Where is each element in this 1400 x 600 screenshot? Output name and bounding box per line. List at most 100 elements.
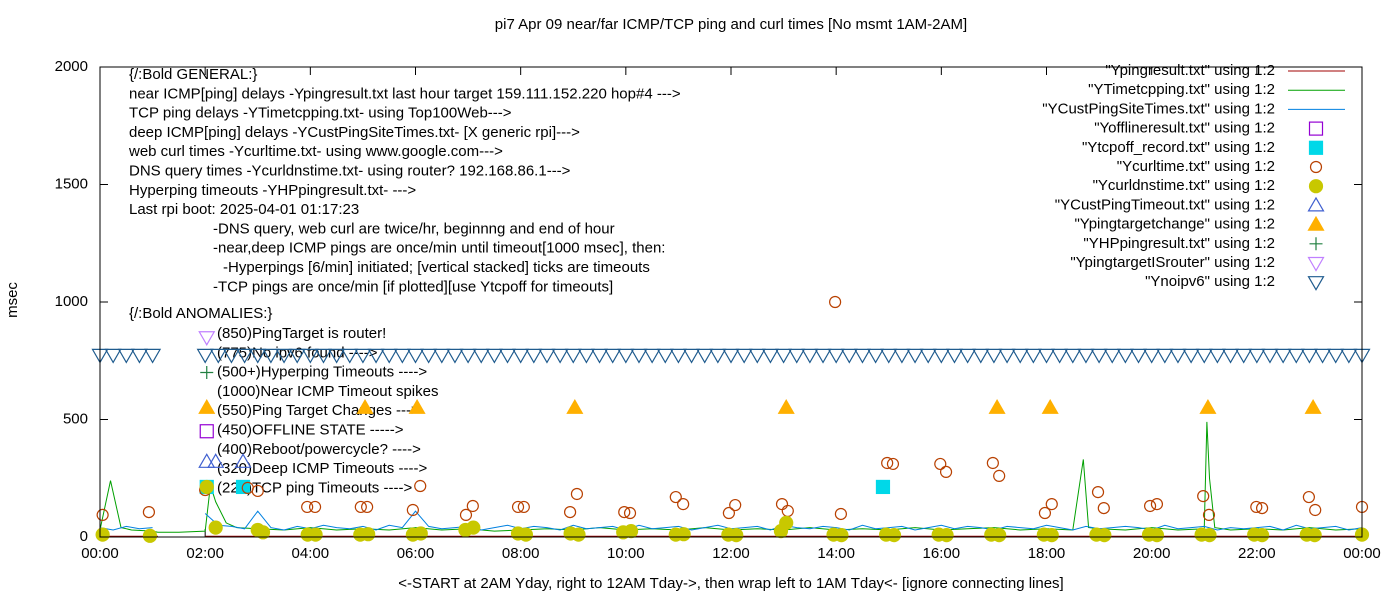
legend-swatch (1307, 196, 1325, 212)
point (511, 500, 525, 514)
annotation: (220)TCP ping Timeouts ----> (217, 479, 412, 496)
point (198, 331, 216, 346)
legend-swatch (1307, 256, 1325, 272)
point (748, 348, 766, 364)
legend-label: "Yofflineresult.txt" using 1:2 (1094, 120, 1275, 137)
point (414, 479, 427, 493)
point (354, 500, 367, 514)
point (677, 498, 690, 511)
point (988, 399, 1006, 414)
point (199, 424, 214, 439)
point (525, 348, 543, 364)
y-tick-label: 2000 (55, 58, 88, 75)
point (570, 487, 584, 501)
point (985, 348, 1003, 364)
point (604, 348, 622, 364)
point (1037, 348, 1056, 364)
point (881, 456, 894, 470)
point (932, 348, 950, 364)
point (1024, 348, 1042, 364)
annotation: -TCP pings are once/min [if plotted][use… (213, 278, 613, 295)
point (571, 527, 586, 542)
annotation: (1000)Near ICMP Timeout spikes (217, 383, 438, 400)
point (1197, 490, 1210, 503)
point (208, 520, 223, 535)
point (669, 348, 687, 364)
x-tick-label: 08:00 (502, 545, 540, 562)
chart-title: pi7 Apr 09 near/far ICMP/TCP ping and cu… (495, 16, 967, 33)
plot-frame (99, 66, 1363, 538)
legend-label: "YCustPingTimeout.txt" using 1:2 (1055, 196, 1275, 213)
annotation: near ICMP[ping] delays -Ypingresult.txt … (129, 85, 681, 102)
point (249, 348, 267, 364)
point (308, 500, 322, 514)
x-tick-label: 14:00 (817, 545, 855, 562)
point (656, 348, 674, 364)
annotation: -near,deep ICMP pings are once/min until… (213, 240, 665, 257)
point (1222, 348, 1240, 364)
point (466, 520, 481, 535)
point (308, 527, 323, 542)
point (413, 526, 428, 541)
x-tick-label: 22:00 (1238, 545, 1276, 562)
point (775, 498, 789, 511)
point (1248, 348, 1266, 364)
point (986, 456, 999, 470)
point (867, 348, 885, 364)
point (1208, 348, 1226, 364)
point (1091, 486, 1105, 499)
point (1044, 528, 1059, 543)
point (1097, 528, 1112, 543)
point (919, 348, 937, 364)
point (459, 348, 477, 364)
point (420, 348, 438, 364)
point (1327, 348, 1345, 364)
annotation: (400)Reboot/powercycle? ----> (217, 441, 421, 458)
point (1255, 501, 1269, 515)
point (563, 505, 577, 519)
legend-swatch (1308, 140, 1324, 155)
point (566, 399, 584, 414)
annotation: Last rpi boot: 2025-04-01 01:17:23 (129, 201, 359, 218)
annotation: (850)PingTarget is router! (217, 325, 386, 342)
point (1307, 528, 1322, 543)
point (234, 453, 252, 468)
point (1195, 348, 1213, 364)
x-axis-label: <-START at 2AM Yday, right to 12AM Tday-… (398, 575, 1063, 592)
legend-swatch (1308, 121, 1324, 136)
legend-swatch (1307, 215, 1325, 231)
point (880, 348, 898, 364)
point (251, 484, 264, 498)
legend-label: "Ynoipv6" using 1:2 (1145, 273, 1275, 290)
x-tick-label: 12:00 (712, 545, 750, 562)
point (1143, 499, 1157, 513)
point (1287, 348, 1305, 364)
point (472, 348, 490, 364)
point (95, 527, 110, 542)
x-tick-label: 18:00 (1028, 545, 1066, 562)
point (1129, 348, 1148, 364)
legend-label: "YHPpingresult.txt" using 1:2 (1083, 235, 1275, 252)
point (354, 348, 372, 364)
point (393, 348, 411, 364)
point (875, 479, 891, 495)
annotation: (450)OFFLINE STATE -----> (217, 421, 404, 438)
point (517, 500, 530, 514)
point (1097, 501, 1110, 515)
point (288, 348, 306, 364)
legend-label: "Ytcpoff_record.txt" using 1:2 (1082, 139, 1275, 156)
annotation: DNS query times -Ycurldnstime.txt- using… (129, 162, 571, 179)
point (1038, 506, 1052, 520)
point (893, 348, 911, 364)
x-tick-label: 00:00 (81, 545, 119, 562)
point (236, 348, 254, 364)
point (1302, 490, 1315, 504)
point (466, 499, 479, 513)
point (380, 348, 398, 364)
point (1261, 348, 1279, 364)
point (709, 348, 727, 364)
point (1202, 528, 1217, 543)
point (696, 348, 714, 364)
point (104, 348, 122, 364)
